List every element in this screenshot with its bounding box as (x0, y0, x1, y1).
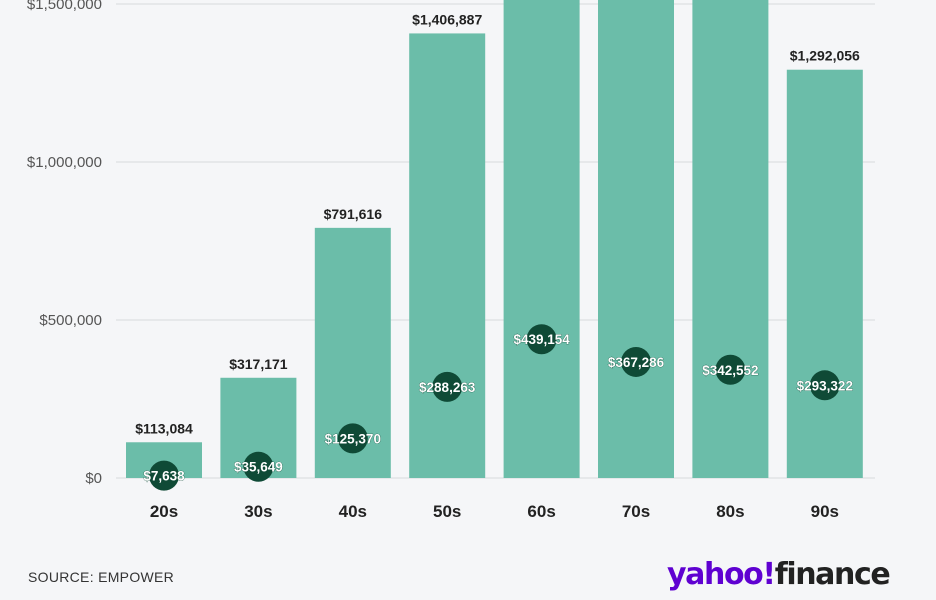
median-value-label: $367,286 (608, 355, 665, 370)
median-value-label: $342,552 (702, 363, 758, 378)
median-marker-20s (149, 460, 179, 491)
bar-average-60s (503, 0, 580, 479)
bar-average-90s (786, 69, 863, 479)
y-tick-label: $1,500,000 (27, 0, 102, 13)
bar-average-50s (409, 33, 486, 479)
yahoo-finance-logo: yahoo!finance (667, 557, 891, 592)
bar-value-label: $1,406,887 (412, 11, 482, 27)
bar-value-label: $113,084 (135, 420, 193, 436)
median-value-label: $288,263 (419, 380, 476, 395)
median-marker-70s (621, 346, 651, 377)
y-tick-label: $0 (85, 470, 102, 487)
median-marker-30s (243, 451, 274, 482)
bar-value-label: $791,616 (324, 206, 383, 222)
median-value-label: $439,154 (513, 332, 570, 347)
y-tick-label: $500,000 (39, 312, 102, 329)
bar-value-label: $1,292,056 (790, 48, 860, 64)
bar-average-70s (598, 0, 674, 479)
source-note: SOURCE: EMPOWER (28, 569, 175, 585)
bar-average-80s (692, 0, 769, 479)
median-marker-40s (337, 423, 368, 454)
median-marker-60s (526, 324, 557, 355)
x-tick-label: 20s (150, 502, 178, 521)
median-marker-90s (809, 370, 840, 401)
y-tick-label: $1,000,000 (27, 154, 102, 171)
median-value-label: $293,322 (797, 378, 853, 393)
median-value-label: $7,638 (143, 469, 185, 484)
x-tick-label: 50s (433, 502, 461, 521)
x-tick-label: 30s (244, 502, 272, 521)
x-tick-label: 60s (527, 502, 555, 521)
x-tick-label: 40s (339, 502, 367, 521)
median-marker-80s (715, 354, 746, 385)
median-value-label: $35,649 (234, 460, 283, 475)
x-tick-label: 80s (716, 502, 744, 521)
median-value-label: $125,370 (325, 431, 381, 446)
bar-value-label: $317,171 (229, 356, 288, 372)
x-tick-label: 70s (622, 502, 650, 521)
median-marker-50s (432, 371, 463, 402)
x-tick-label: 90s (811, 502, 839, 521)
